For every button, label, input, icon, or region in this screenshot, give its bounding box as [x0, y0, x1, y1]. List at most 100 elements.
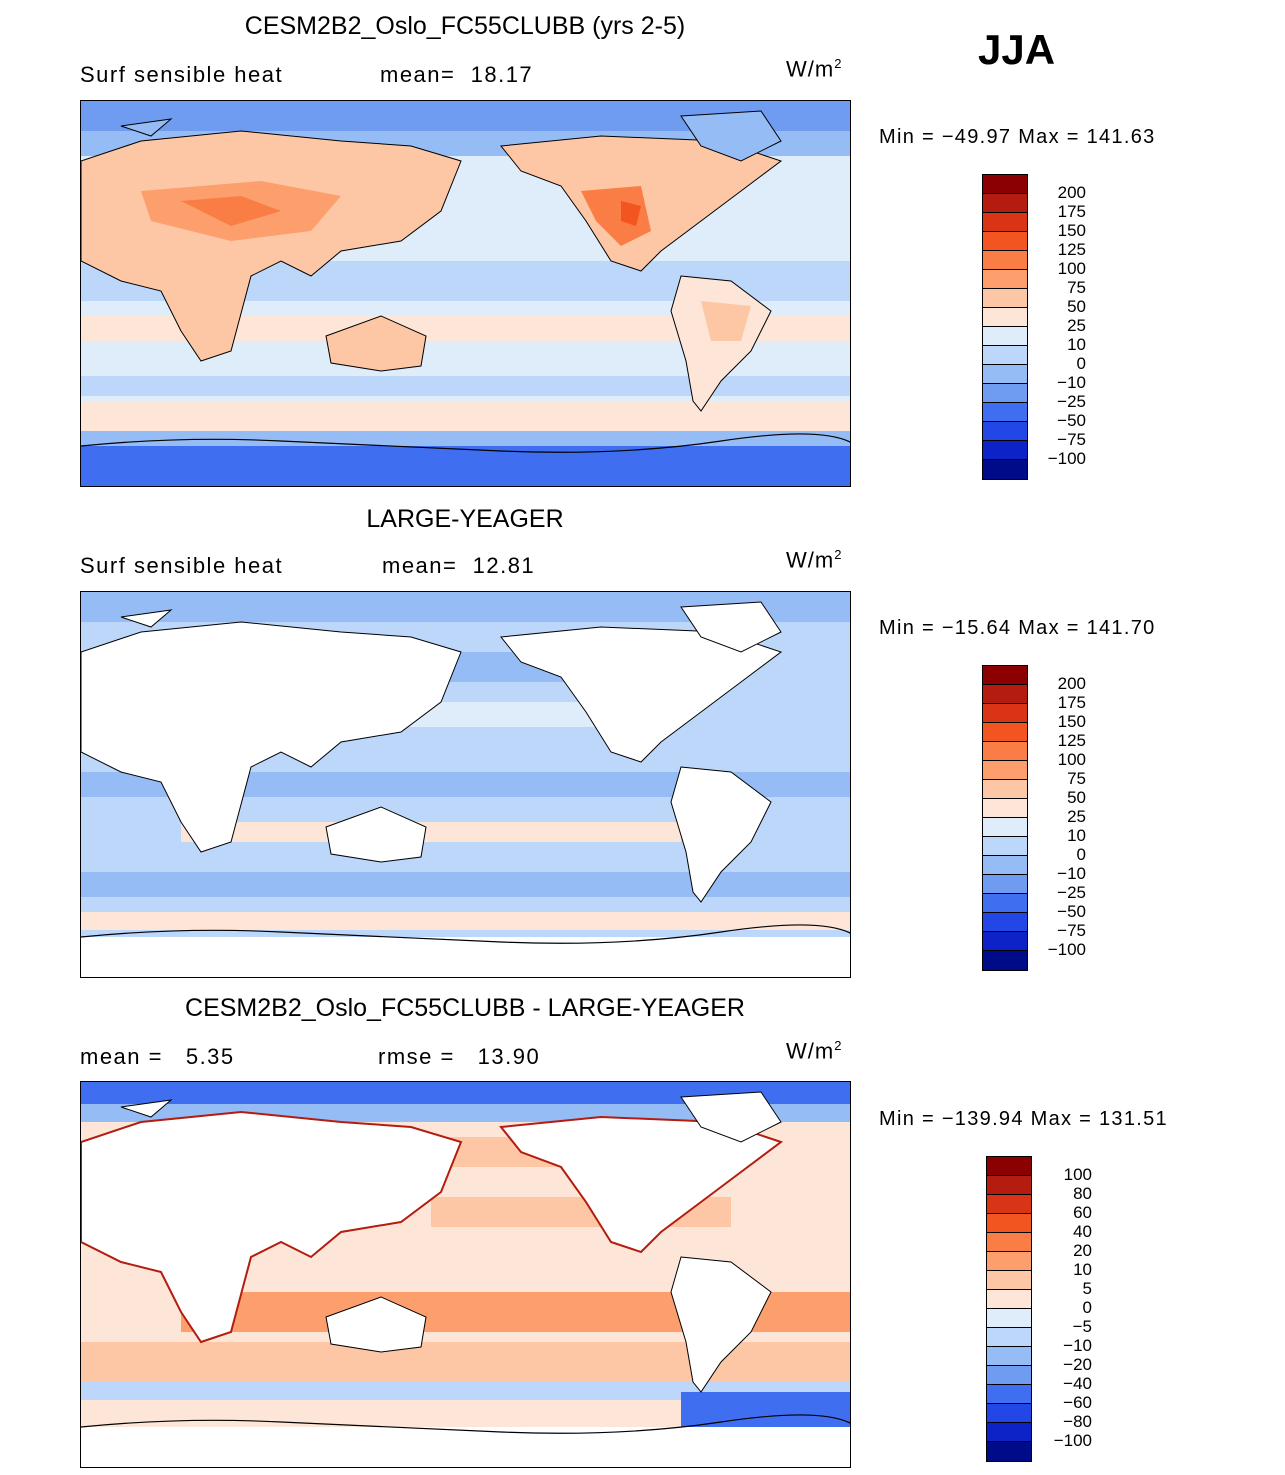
panel2-colorbar-seg [983, 761, 1027, 780]
colorbar-label: 150 [1057, 221, 1086, 240]
panel2-colorbar-seg [983, 742, 1027, 761]
colorbar-label: −100 [1047, 449, 1086, 468]
panel1-colorbar [982, 174, 1028, 480]
panel2-colorbar-seg [983, 837, 1027, 856]
season-label: JJA [978, 26, 1056, 73]
panel2-colorbar-seg [983, 704, 1027, 723]
panel3-colorbar-seg [987, 1271, 1031, 1290]
panel2-title: LARGE-YEAGER [366, 505, 564, 533]
panel1-units: W/m2 [786, 56, 843, 82]
panel2-colorbar-seg [983, 875, 1027, 894]
panel2-colorbar-seg [983, 799, 1027, 818]
panel2-colorbar-seg [983, 723, 1027, 742]
panel1-colorbar-seg [983, 403, 1027, 422]
colorbar-label: 25 [1067, 807, 1086, 826]
colorbar-label: −60 [1063, 1393, 1092, 1412]
panel2-colorbar-seg [983, 666, 1027, 685]
panel2-colorbar-seg [983, 894, 1027, 913]
panel1-colorbar-seg [983, 213, 1027, 232]
panel3-colorbar-seg [987, 1347, 1031, 1366]
panel2-colorbar-seg [983, 685, 1027, 704]
colorbar-label: 100 [1063, 1165, 1092, 1184]
colorbar-label: −40 [1063, 1374, 1092, 1393]
colorbar-label: 50 [1067, 297, 1086, 316]
colorbar-label: 175 [1057, 202, 1086, 221]
panel1-colorbar-seg [983, 346, 1027, 365]
panel2-map [80, 591, 851, 978]
panel3-colorbar-labels: 100 80 60 40 20 10 5 0 −5 −10 −20 −40 −6… [1034, 1156, 1092, 1461]
colorbar-label: −10 [1057, 864, 1086, 883]
panel2-colorbar-seg [983, 951, 1027, 970]
panel2-mean: mean= 12.81 [382, 553, 536, 578]
colorbar-label: 40 [1073, 1222, 1092, 1241]
colorbar-label: 200 [1057, 183, 1086, 202]
panel2-colorbar-seg [983, 780, 1027, 799]
panel3-units: W/m2 [786, 1038, 843, 1064]
colorbar-label: 150 [1057, 712, 1086, 731]
panel3-colorbar-seg [987, 1233, 1031, 1252]
colorbar-label: −100 [1053, 1431, 1092, 1450]
panel1-colorbar-seg [983, 251, 1027, 270]
panel1-minmax: Min = −49.97 Max = 141.63 [879, 126, 1156, 148]
colorbar-label: −50 [1057, 411, 1086, 430]
panel3-colorbar-seg [987, 1195, 1031, 1214]
colorbar-label: −75 [1057, 430, 1086, 449]
panel3-colorbar-seg [987, 1366, 1031, 1385]
panel3-colorbar-seg [987, 1442, 1031, 1461]
colorbar-label: 10 [1067, 335, 1086, 354]
panel1-title: CESM2B2_Oslo_FC55CLUBB (yrs 2-5) [244, 12, 686, 40]
colorbar-label: 75 [1067, 278, 1086, 297]
colorbar-label: −10 [1063, 1336, 1092, 1355]
panel2-minmax: Min = −15.64 Max = 141.70 [879, 617, 1156, 639]
panel1-mean: mean= 18.17 [380, 62, 534, 87]
panel3-colorbar-seg [987, 1157, 1031, 1176]
panel1-colorbar-labels: 200 175 150 125 100 75 50 25 10 0 −10 −2… [1030, 174, 1086, 479]
colorbar-label: 10 [1067, 826, 1086, 845]
colorbar-label: 125 [1057, 240, 1086, 259]
colorbar-label: −20 [1063, 1355, 1092, 1374]
colorbar-label: −25 [1057, 883, 1086, 902]
panel2-colorbar-seg [983, 818, 1027, 837]
colorbar-label: 80 [1073, 1184, 1092, 1203]
colorbar-label: 100 [1057, 259, 1086, 278]
panel1-colorbar-seg [983, 422, 1027, 441]
colorbar-label: 20 [1073, 1241, 1092, 1260]
colorbar-label: 60 [1073, 1203, 1092, 1222]
panel1-colorbar-seg [983, 441, 1027, 460]
colorbar-label: −80 [1063, 1412, 1092, 1431]
panel3-colorbar-seg [987, 1214, 1031, 1233]
colorbar-label: 0 [1076, 354, 1086, 373]
panel2-variable: Surf sensible heat [80, 553, 284, 578]
panel3-rmse: rmse = 13.90 [378, 1044, 541, 1069]
panel3-minmax: Min = −139.94 Max = 131.51 [879, 1108, 1168, 1130]
panel1-colorbar-seg [983, 384, 1027, 403]
colorbar-label: −50 [1057, 902, 1086, 921]
panel3-colorbar-seg [987, 1290, 1031, 1309]
panel1-colorbar-seg [983, 232, 1027, 251]
panel1-colorbar-seg [983, 289, 1027, 308]
colorbar-label: 100 [1057, 750, 1086, 769]
colorbar-label: 75 [1067, 769, 1086, 788]
panel3-colorbar [986, 1156, 1032, 1462]
colorbar-label: 10 [1073, 1260, 1092, 1279]
panel1-colorbar-seg [983, 175, 1027, 194]
panel2-colorbar-seg [983, 932, 1027, 951]
colorbar-label: 125 [1057, 731, 1086, 750]
colorbar-label: 0 [1082, 1298, 1092, 1317]
panel2-units: W/m2 [786, 547, 843, 573]
colorbar-label: −75 [1057, 921, 1086, 940]
panel1-colorbar-seg [983, 308, 1027, 327]
panel1-colorbar-seg [983, 365, 1027, 384]
panel1-colorbar-seg [983, 327, 1027, 346]
colorbar-label: 0 [1076, 845, 1086, 864]
panel3-colorbar-seg [987, 1252, 1031, 1271]
colorbar-label: 5 [1082, 1279, 1092, 1298]
panel1-colorbar-seg [983, 460, 1027, 479]
colorbar-label: 175 [1057, 693, 1086, 712]
colorbar-label: −25 [1057, 392, 1086, 411]
panel3-colorbar-seg [987, 1176, 1031, 1195]
panel3-title: CESM2B2_Oslo_FC55CLUBB - LARGE-YEAGER [185, 994, 745, 1022]
panel3-colorbar-seg [987, 1385, 1031, 1404]
panel2-colorbar [982, 665, 1028, 971]
panel2-colorbar-seg [983, 856, 1027, 875]
